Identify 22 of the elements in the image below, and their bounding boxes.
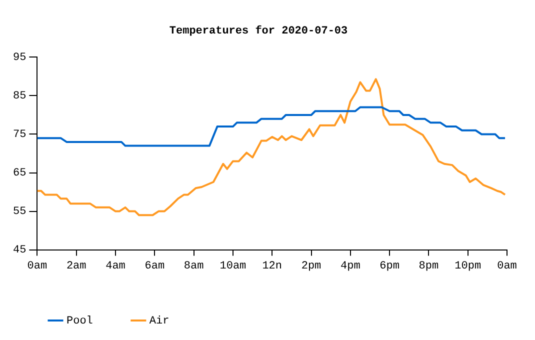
- y-tick-label: 75: [13, 129, 26, 142]
- x-tick-label: 2am: [66, 260, 87, 272]
- x-tick-label: 10pm: [454, 260, 482, 272]
- x-tick-label: 4am: [106, 260, 126, 272]
- x-tick-label: 10am: [220, 260, 247, 272]
- chart-title: Temperatures for 2020-07-03: [169, 24, 348, 38]
- x-tick-label: 0am: [497, 260, 518, 272]
- x-tick-label: 6am: [144, 260, 165, 272]
- x-tick-label: 6pm: [380, 260, 400, 272]
- legend-label: Pool: [66, 315, 93, 328]
- x-tick-label: 12n: [262, 260, 282, 272]
- y-tick-label: 55: [13, 206, 26, 218]
- y-tick-label: 85: [13, 90, 26, 103]
- x-tick-label: 0am: [27, 260, 48, 272]
- x-tick-label: 8am: [184, 260, 204, 272]
- y-tick-label: 65: [13, 168, 26, 180]
- x-tick-label: 2pm: [301, 260, 322, 272]
- x-tick-label: 4pm: [340, 260, 361, 272]
- y-tick-label: 45: [13, 244, 26, 257]
- y-tick-label: 95: [13, 52, 26, 64]
- x-tick-label: 8pm: [418, 260, 439, 272]
- legend-label: Air: [149, 315, 170, 328]
